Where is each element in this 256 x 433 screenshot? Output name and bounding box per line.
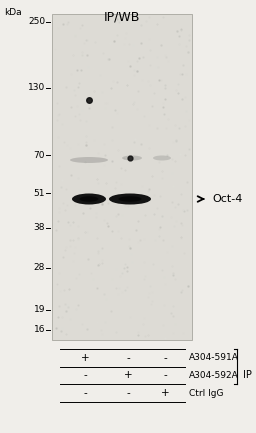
Text: IP/WB: IP/WB [104,10,140,23]
Bar [52,14,192,340]
Ellipse shape [80,196,98,202]
Text: -: - [126,353,130,363]
Text: A304-592A: A304-592A [189,371,239,379]
Text: A304-591A: A304-591A [189,353,239,362]
Text: -: - [83,370,87,380]
Text: 250: 250 [28,17,45,26]
Ellipse shape [122,155,142,161]
Text: -: - [163,370,167,380]
Ellipse shape [70,157,108,163]
Text: +: + [161,388,169,398]
Ellipse shape [119,196,142,202]
Text: 70: 70 [34,151,45,159]
Text: +: + [81,353,89,363]
Text: kDa: kDa [4,8,22,17]
Text: 28: 28 [34,264,45,272]
Text: -: - [83,388,87,398]
Text: Ctrl IgG: Ctrl IgG [189,388,223,397]
Text: -: - [163,353,167,363]
Ellipse shape [72,194,106,204]
Text: IP: IP [243,370,252,380]
Text: Oct-4: Oct-4 [212,194,242,204]
Text: 51: 51 [34,188,45,197]
Text: 38: 38 [34,223,45,233]
Ellipse shape [153,155,171,161]
Text: 19: 19 [34,306,45,314]
Ellipse shape [109,194,151,204]
Text: 130: 130 [28,84,45,93]
Text: +: + [124,370,132,380]
Text: -: - [126,388,130,398]
Text: 16: 16 [34,326,45,335]
